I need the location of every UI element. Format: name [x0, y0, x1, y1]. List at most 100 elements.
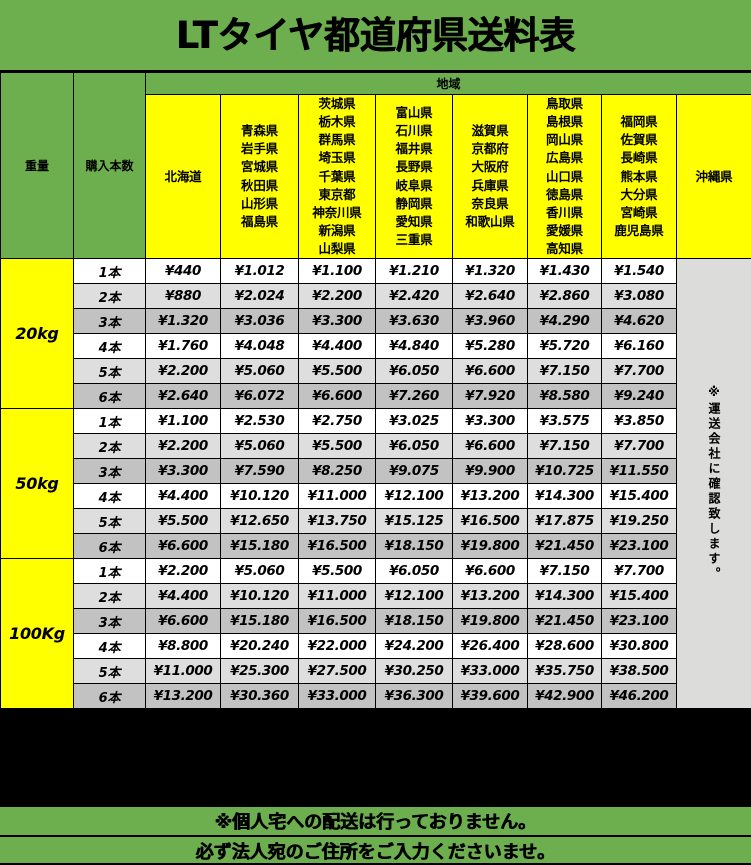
price-cell: ¥33.000	[453, 659, 528, 684]
prefecture-list: 沖縄県	[677, 168, 751, 186]
prefecture-label: 島根県	[546, 113, 583, 131]
price-cell: ¥4.620	[602, 309, 677, 334]
prefecture-list: 北海道	[146, 168, 220, 186]
table-row: 5本¥5.500¥12.650¥13.750¥15.125¥16.500¥17.…	[1, 509, 751, 534]
price-cell: ¥2.530	[221, 409, 299, 434]
price-cell: ¥2.200	[146, 559, 221, 584]
price-cell: ¥13.200	[453, 584, 528, 609]
table-row: 3本¥1.320¥3.036¥3.300¥3.630¥3.960¥4.290¥4…	[1, 309, 751, 334]
header-zone-kanto: 茨城県栃木県群馬県埼玉県千葉県東京都神奈川県新潟県山梨県	[299, 95, 376, 259]
prefecture-label: 北海道	[165, 168, 202, 186]
price-cell: ¥3.300	[453, 409, 528, 434]
price-cell: ¥14.300	[528, 584, 602, 609]
price-cell: ¥4.400	[146, 584, 221, 609]
price-cell: ¥16.500	[453, 509, 528, 534]
price-cell: ¥5.500	[299, 559, 376, 584]
table-row: 2本¥4.400¥10.120¥11.000¥12.100¥13.200¥14.…	[1, 584, 751, 609]
price-cell: ¥25.300	[221, 659, 299, 684]
page-title: LTタイヤ都道府県送料表	[176, 17, 575, 54]
price-cell: ¥2.420	[376, 284, 453, 309]
price-cell: ¥10.725	[528, 459, 602, 484]
price-cell: ¥5.500	[299, 434, 376, 459]
price-cell: ¥8.250	[299, 459, 376, 484]
price-cell: ¥19.800	[453, 609, 528, 634]
prefecture-label: 神奈川県	[312, 204, 361, 222]
header-weight: 重量	[1, 73, 74, 259]
price-cell: ¥8.800	[146, 634, 221, 659]
quantity-cell: 1本	[74, 559, 146, 584]
quantity-cell: 6本	[74, 384, 146, 409]
price-cell: ¥4.400	[299, 334, 376, 359]
prefecture-label: 奈良県	[472, 195, 509, 213]
header-zone-chubu: 富山県石川県福井県長野県岐阜県静岡県愛知県三重県	[376, 95, 453, 259]
price-cell: ¥5.060	[221, 559, 299, 584]
quantity-cell: 6本	[74, 534, 146, 559]
price-cell: ¥14.300	[528, 484, 602, 509]
price-cell: ¥1.320	[146, 309, 221, 334]
price-cell: ¥15.400	[602, 584, 677, 609]
price-cell: ¥3.960	[453, 309, 528, 334]
prefecture-label: 山梨県	[319, 240, 356, 258]
prefecture-list: 茨城県栃木県群馬県埼玉県千葉県東京都神奈川県新潟県山梨県	[299, 95, 375, 258]
prefecture-list: 鳥取県島根県岡山県広島県山口県徳島県香川県愛媛県高知県	[528, 95, 601, 258]
price-cell: ¥10.120	[221, 584, 299, 609]
price-cell: ¥38.500	[602, 659, 677, 684]
quantity-cell: 5本	[74, 359, 146, 384]
table-row: 4本¥1.760¥4.048¥4.400¥4.840¥5.280¥5.720¥6…	[1, 334, 751, 359]
prefecture-label: 佐賀県	[621, 131, 658, 149]
price-cell: ¥3.036	[221, 309, 299, 334]
prefecture-label: 富山県	[396, 104, 433, 122]
prefecture-list: 富山県石川県福井県長野県岐阜県静岡県愛知県三重県	[376, 104, 452, 249]
price-cell: ¥5.060	[221, 359, 299, 384]
prefecture-label: 福岡県	[621, 113, 658, 131]
price-cell: ¥15.400	[602, 484, 677, 509]
price-cell: ¥3.300	[146, 459, 221, 484]
price-cell: ¥5.720	[528, 334, 602, 359]
quantity-cell: 3本	[74, 309, 146, 334]
price-cell: ¥3.850	[602, 409, 677, 434]
table-row: 5本¥2.200¥5.060¥5.500¥6.050¥6.600¥7.150¥7…	[1, 359, 751, 384]
table-row: 3本¥3.300¥7.590¥8.250¥9.075¥9.900¥10.725¥…	[1, 459, 751, 484]
price-cell: ¥33.000	[299, 684, 376, 709]
header-zone-hokkaido: 北海道	[146, 95, 221, 259]
price-cell: ¥7.150	[528, 559, 602, 584]
price-cell: ¥1.430	[528, 259, 602, 284]
prefecture-label: 熊本県	[621, 168, 658, 186]
price-cell: ¥22.000	[299, 634, 376, 659]
header-zone-kyushu: 福岡県佐賀県長崎県熊本県大分県宮崎県鹿児島県	[602, 95, 677, 259]
header-region: 地域	[146, 73, 751, 95]
prefecture-label: 京都府	[472, 140, 509, 158]
price-cell: ¥6.050	[376, 359, 453, 384]
price-cell: ¥13.200	[146, 684, 221, 709]
price-cell: ¥1.100	[299, 259, 376, 284]
price-cell: ¥1.012	[221, 259, 299, 284]
price-cell: ¥23.100	[602, 534, 677, 559]
quantity-cell: 5本	[74, 659, 146, 684]
price-cell: ¥36.300	[376, 684, 453, 709]
quantity-cell: 6本	[74, 684, 146, 709]
prefecture-label: 三重県	[396, 231, 433, 249]
price-cell: ¥11.000	[299, 584, 376, 609]
price-cell: ¥1.100	[146, 409, 221, 434]
table-row: 4本¥4.400¥10.120¥11.000¥12.100¥13.200¥14.…	[1, 484, 751, 509]
weight-cell: 20kg	[1, 259, 74, 409]
prefecture-list: 滋賀県京都府大阪府兵庫県奈良県和歌山県	[453, 122, 527, 231]
price-cell: ¥440	[146, 259, 221, 284]
price-cell: ¥7.700	[602, 359, 677, 384]
weight-cell: 50kg	[1, 409, 74, 559]
prefecture-label: 青森県	[241, 122, 278, 140]
price-cell: ¥18.150	[376, 534, 453, 559]
price-cell: ¥4.290	[528, 309, 602, 334]
prefecture-label: 静岡県	[396, 195, 433, 213]
prefecture-label: 愛知県	[396, 213, 433, 231]
price-cell: ¥15.180	[221, 609, 299, 634]
okinawa-note-text: ※運送会社に確認致します。	[708, 385, 720, 582]
prefecture-label: 山口県	[546, 168, 583, 186]
price-cell: ¥6.600	[299, 384, 376, 409]
prefecture-label: 徳島県	[546, 186, 583, 204]
price-cell: ¥6.600	[453, 434, 528, 459]
